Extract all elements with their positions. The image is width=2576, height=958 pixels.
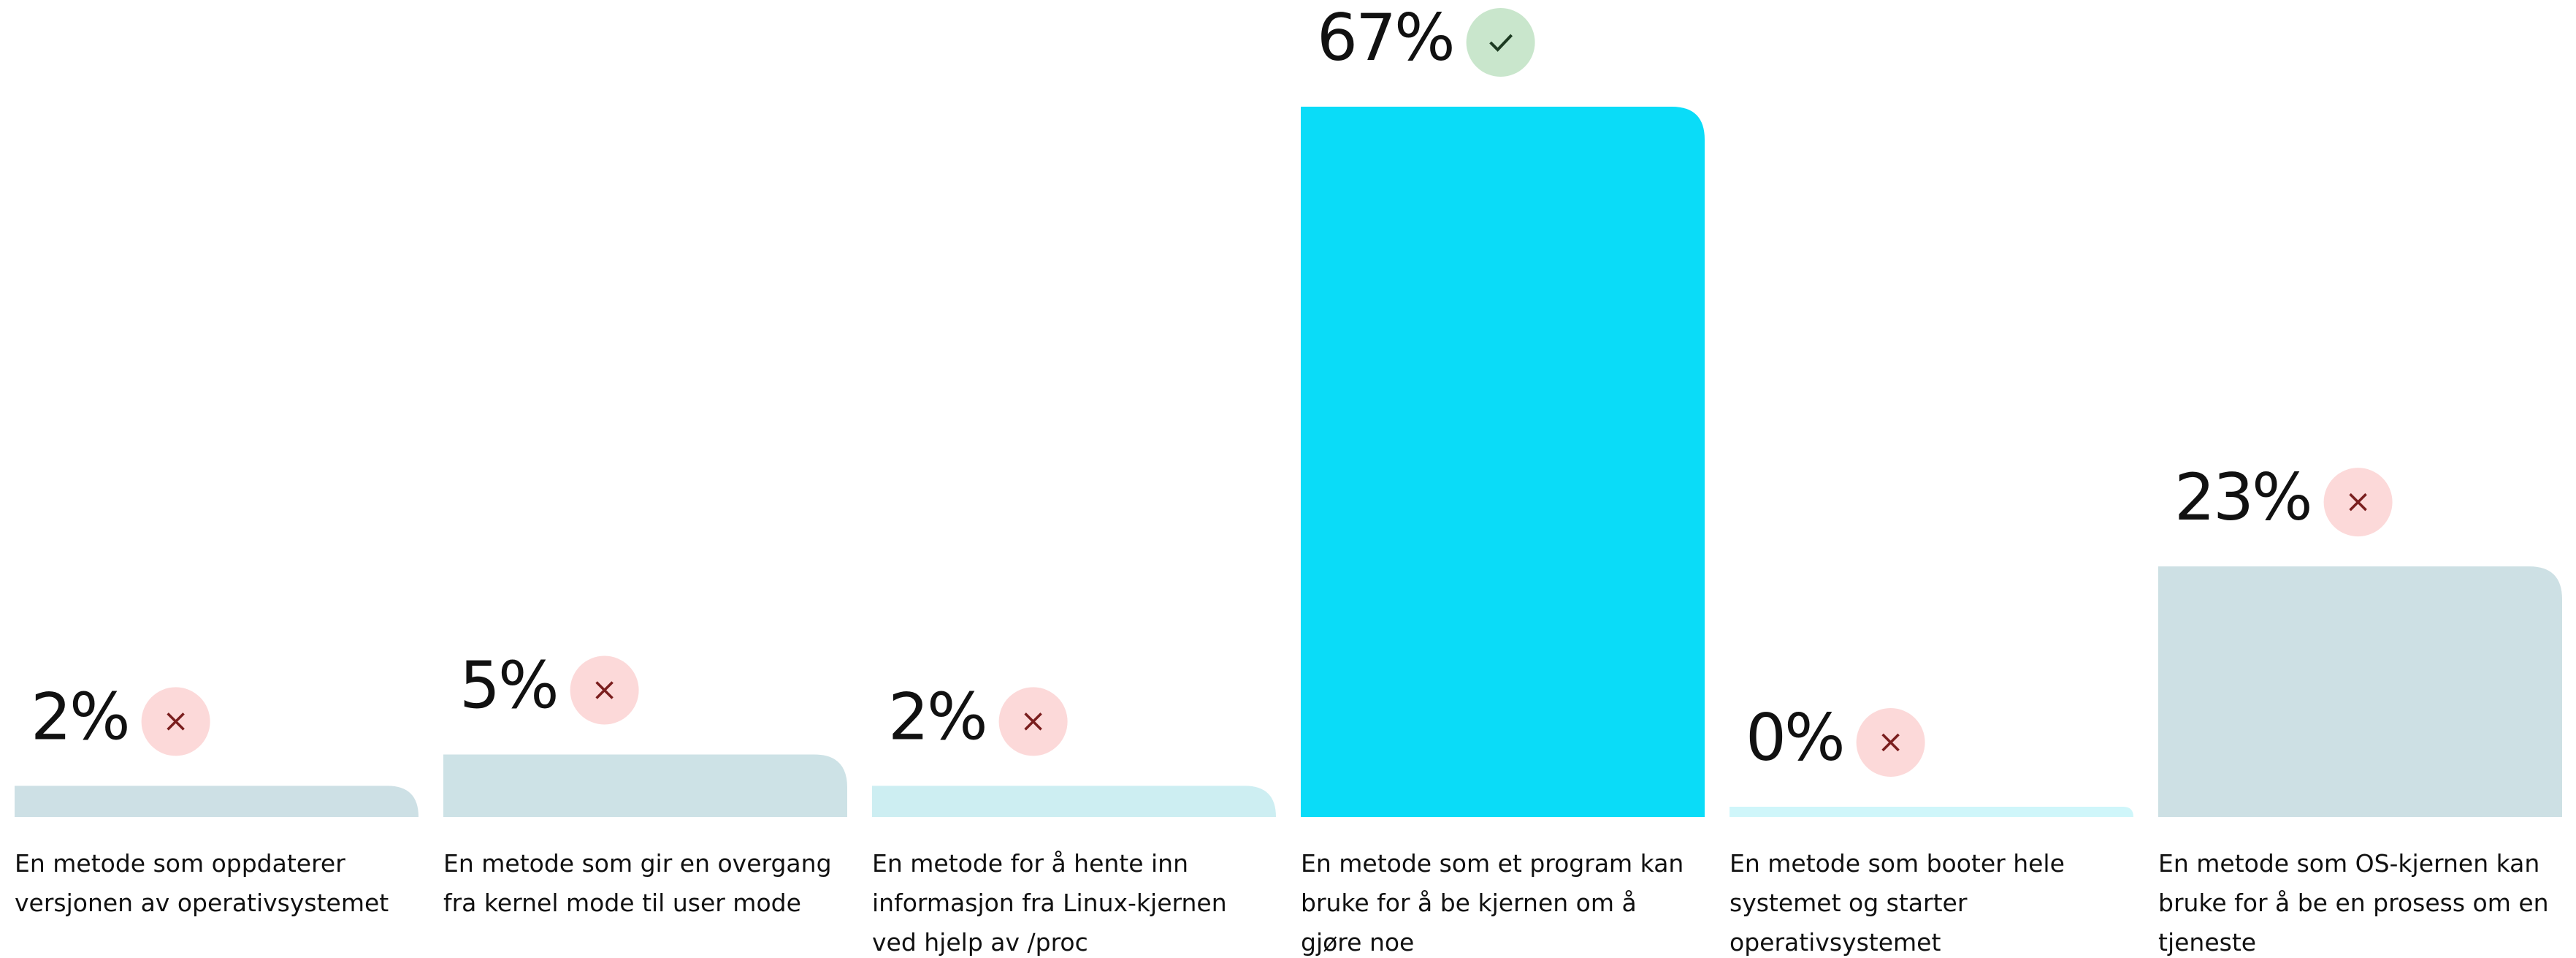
category-label: En metode som et program kan bruke for å… (1301, 849, 1684, 957)
correct-icon (1466, 8, 1535, 77)
bar (15, 786, 418, 817)
value-label: 2% (888, 679, 986, 754)
cross-mark (595, 681, 614, 699)
check-mark (1489, 34, 1513, 52)
bar (2158, 566, 2562, 817)
bar (1301, 107, 1705, 817)
value-label: 0% (1746, 700, 1843, 775)
cross-mark (2349, 493, 2367, 512)
category-label: En metode som gir en overgang fra kernel… (443, 849, 832, 917)
cross-mark (1024, 712, 1042, 731)
category-label: En metode for å hente inn informasjon fr… (872, 849, 1227, 957)
category-label: En metode som oppdaterer versjonen av op… (15, 849, 389, 917)
value-label: 5% (459, 647, 557, 723)
bar (1730, 807, 2133, 817)
category-label: En metode som booter hele systemet og st… (1730, 849, 2065, 957)
bar (443, 754, 847, 817)
cross-mark (167, 712, 185, 731)
category-label: En metode som OS-kjernen kan bruke for å… (2158, 849, 2549, 957)
value-label: 2% (31, 679, 129, 754)
value-label: 67% (1317, 0, 1453, 75)
value-label: 23% (2174, 460, 2311, 535)
cross-mark (1881, 733, 1900, 752)
bar (872, 786, 1276, 817)
